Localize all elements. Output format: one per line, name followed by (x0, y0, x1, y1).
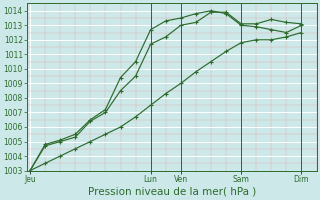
X-axis label: Pression niveau de la mer( hPa ): Pression niveau de la mer( hPa ) (88, 187, 256, 197)
